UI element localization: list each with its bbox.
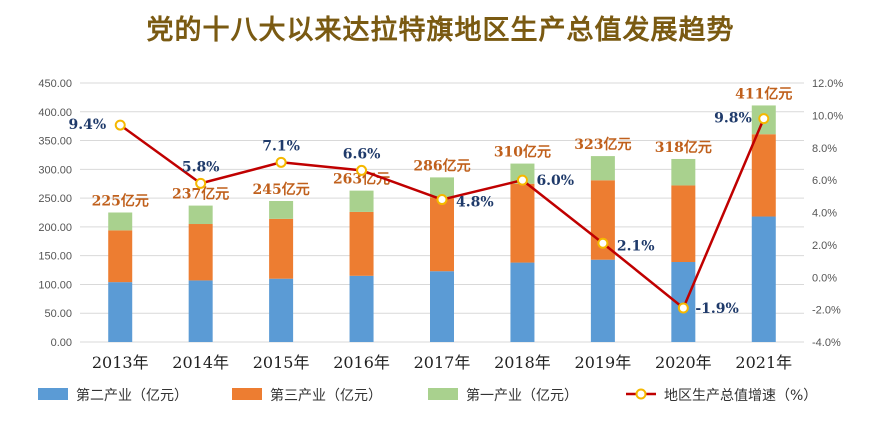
y-right-tick-label: 8.0%: [812, 143, 837, 155]
y-left-tick-label: 0.00: [51, 337, 72, 349]
bar-segment: [751, 216, 776, 342]
x-tick-label: 2014年: [172, 353, 229, 372]
bar-segment: [188, 224, 213, 281]
growth-rate-label: -1.9%: [695, 301, 738, 317]
legend-label: 第一产业（亿元）: [466, 387, 578, 404]
legend-label: 地区生产总值增速（%）: [664, 388, 817, 404]
growth-point: [597, 237, 609, 249]
bar-total-label: 237亿元: [172, 186, 229, 203]
bar-segment: [430, 197, 454, 272]
growth-point: [195, 177, 207, 189]
y-right-tick-label: -2.0%: [812, 305, 841, 317]
growth-rate-label: 4.8%: [456, 195, 494, 211]
x-tick-label: 2013年: [92, 353, 149, 372]
growth-rate-label: 9.4%: [69, 117, 107, 133]
y-left-tick-label: 400.00: [38, 107, 72, 119]
bar-segment: [108, 212, 133, 231]
y-left-tick-label: 450.00: [38, 78, 72, 90]
bar-segment: [751, 134, 776, 217]
growth-point: [677, 302, 689, 314]
growth-point: [436, 194, 448, 206]
y-left-tick-label: 250.00: [38, 193, 72, 205]
x-tick-label: 2019年: [575, 353, 632, 372]
y-left-tick-label: 200.00: [38, 222, 72, 234]
y-right-tick-label: 2.0%: [812, 240, 837, 252]
x-tick-label: 2017年: [414, 353, 471, 372]
bar-segment: [510, 262, 535, 342]
y-left-tick-label: 50.00: [44, 308, 72, 320]
growth-rate-label: 5.8%: [182, 159, 220, 175]
x-tick-label: 2020年: [655, 353, 712, 372]
bar-segment: [430, 271, 454, 342]
bar-segment: [671, 185, 696, 262]
chart-title: 党的十八大以来达拉特旗地区生产总值发展趋势: [146, 15, 735, 46]
bar-segment: [349, 275, 374, 342]
growth-point: [275, 156, 287, 168]
y-left-tick-label: 100.00: [38, 279, 72, 291]
growth-point: [516, 174, 528, 186]
bar-total-label: 310亿元: [494, 144, 551, 161]
bar-segment: [671, 158, 696, 186]
growth-rate-label: 2.1%: [617, 238, 655, 254]
y-right-tick-label: 0.0%: [812, 272, 837, 284]
bar-segment: [590, 156, 615, 181]
bar-segment: [590, 259, 615, 342]
x-tick-label: 2018年: [494, 353, 551, 372]
bar-segment: [510, 183, 535, 263]
y-right-tick-label: 6.0%: [812, 175, 837, 187]
y-left-tick-label: 350.00: [38, 136, 72, 148]
legend-swatch: [232, 388, 262, 400]
bar-total-label: 323亿元: [574, 136, 631, 153]
growth-rate-label: 6.6%: [343, 146, 381, 162]
growth-rate-label: 7.1%: [262, 138, 300, 154]
y-right-tick-label: 12.0%: [812, 78, 843, 90]
growth-rate-label: 9.8%: [714, 111, 752, 127]
y-right-tick-label: 4.0%: [812, 208, 837, 220]
bar-total-label: 411亿元: [735, 85, 792, 102]
x-tick-label: 2021年: [735, 353, 792, 372]
bar-total-label: 286亿元: [413, 157, 470, 174]
growth-rate-label: 6.0%: [536, 173, 574, 189]
bar-segment: [269, 200, 294, 219]
legend-label: 第二产业（亿元）: [76, 387, 188, 404]
bar-segment: [108, 230, 133, 283]
bar-segment: [108, 282, 133, 342]
x-tick-label: 2016年: [333, 353, 390, 372]
bar-segment: [269, 218, 294, 279]
growth-point: [356, 164, 368, 176]
bar-total-label: 245亿元: [252, 181, 309, 198]
y-left-tick-label: 150.00: [38, 251, 72, 263]
bar-segment: [349, 211, 374, 276]
y-right-tick-label: -4.0%: [812, 337, 841, 349]
y-right-tick-label: 10.0%: [812, 110, 843, 122]
growth-point: [758, 113, 770, 125]
bar-segment: [188, 205, 213, 225]
bar-segment: [430, 177, 454, 198]
bar-segment: [188, 280, 213, 342]
legend-label: 第三产业（亿元）: [270, 387, 382, 404]
bar-segment: [510, 163, 535, 184]
legend-swatch: [428, 388, 458, 400]
legend-line-marker: [635, 388, 647, 400]
y-left-tick-label: 300.00: [38, 164, 72, 176]
legend-swatch: [38, 388, 68, 400]
growth-point: [114, 119, 126, 131]
bar-total-label: 318亿元: [655, 139, 712, 156]
bar-segment: [269, 278, 294, 342]
bar-total-label: 225亿元: [92, 193, 149, 210]
x-tick-label: 2015年: [253, 353, 310, 372]
bar-segment: [349, 190, 374, 212]
